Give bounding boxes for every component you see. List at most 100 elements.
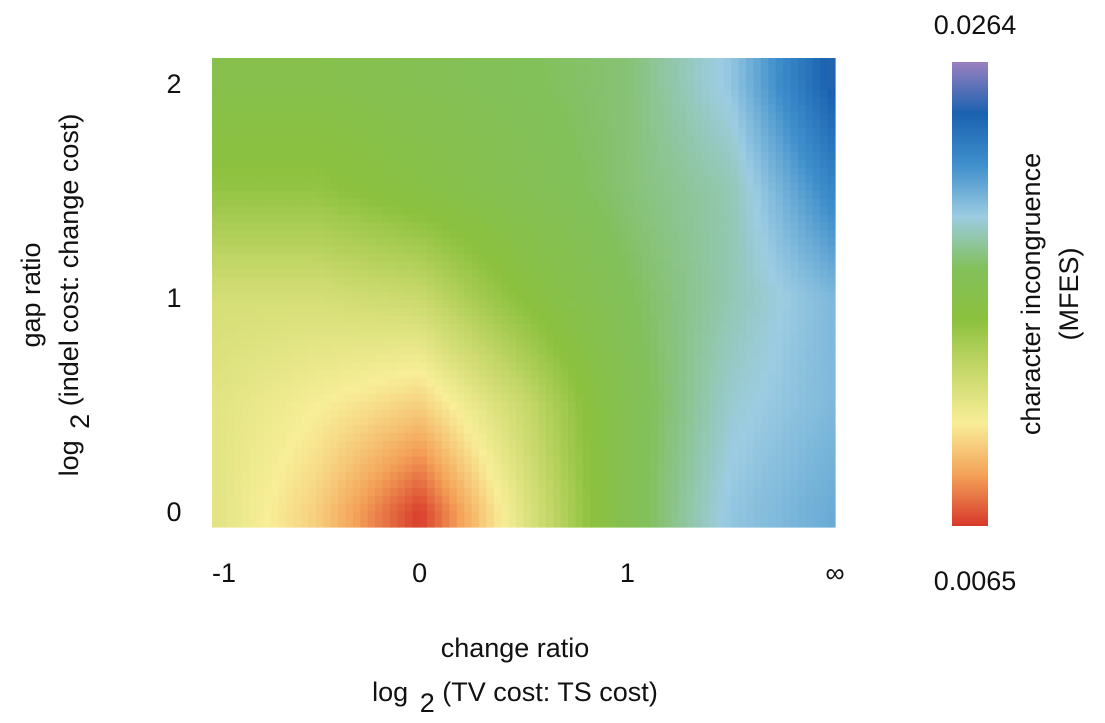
heatmap-cell [405, 519, 413, 527]
heatmap-cell [575, 449, 583, 457]
heatmap-cell [768, 269, 776, 277]
heatmap-cell [739, 222, 747, 230]
heatmap-cell [516, 457, 524, 465]
heatmap-cell [516, 277, 524, 285]
heatmap-cell [598, 425, 606, 433]
heatmap-cell [234, 253, 242, 261]
heatmap-cell [664, 199, 672, 207]
heatmap-cell [346, 449, 354, 457]
heatmap-cell [761, 511, 769, 519]
heatmap-cell [590, 222, 598, 230]
heatmap-cell [679, 66, 687, 74]
heatmap-cell [635, 74, 643, 82]
heatmap-cell [828, 246, 836, 254]
heatmap-cell [746, 504, 754, 512]
heatmap-cell [397, 347, 405, 355]
heatmap-cell [524, 402, 532, 410]
heatmap-cell [620, 207, 628, 215]
heatmap-cell [694, 191, 702, 199]
heatmap-cell [546, 425, 554, 433]
heatmap-cell [346, 504, 354, 512]
heatmap-cell [805, 433, 813, 441]
heatmap-cell [412, 128, 420, 136]
heatmap-cell [694, 277, 702, 285]
heatmap-cell [791, 324, 799, 332]
heatmap-cell [427, 472, 435, 480]
heatmap-cell [331, 410, 339, 418]
heatmap-cell [249, 308, 257, 316]
heatmap-cell [338, 58, 346, 66]
heatmap-cell [279, 504, 287, 512]
heatmap-cell [524, 418, 532, 426]
heatmap-cell [427, 97, 435, 105]
heatmap-cell [486, 402, 494, 410]
heatmap-cell [716, 199, 724, 207]
heatmap-cell [301, 152, 309, 160]
heatmap-cell [294, 113, 302, 121]
heatmap-cell [583, 167, 591, 175]
heatmap-cell [353, 253, 361, 261]
heatmap-cell [271, 480, 279, 488]
heatmap-cell [553, 511, 561, 519]
heatmap-cell [271, 128, 279, 136]
heatmap-cell [813, 496, 821, 504]
heatmap-cell [346, 371, 354, 379]
heatmap-cell [783, 300, 791, 308]
heatmap-cell [516, 441, 524, 449]
heatmap-cell [279, 433, 287, 441]
heatmap-cell [457, 378, 465, 386]
heatmap-cell [820, 511, 828, 519]
heatmap-cell [575, 128, 583, 136]
heatmap-cell [271, 464, 279, 472]
heatmap-cell [798, 332, 806, 340]
heatmap-cell [472, 214, 480, 222]
heatmap-cell [813, 378, 821, 386]
heatmap-cell [368, 441, 376, 449]
heatmap-cell [776, 480, 784, 488]
heatmap-cell [805, 355, 813, 363]
heatmap-cell [442, 199, 450, 207]
heatmap-cell [546, 511, 554, 519]
heatmap-cell [412, 175, 420, 183]
heatmap-cell [249, 285, 257, 293]
heatmap-cell [427, 464, 435, 472]
heatmap-cell [412, 433, 420, 441]
heatmap-cell [561, 199, 569, 207]
heatmap-cell [257, 97, 265, 105]
heatmap-cell [531, 230, 539, 238]
heatmap-cell [753, 339, 761, 347]
heatmap-cell [264, 300, 272, 308]
heatmap-cell [279, 277, 287, 285]
heatmap-cell [664, 230, 672, 238]
heatmap-cell [739, 418, 747, 426]
heatmap-cell [279, 144, 287, 152]
heatmap-cell [212, 394, 220, 402]
heatmap-cell [753, 285, 761, 293]
heatmap-cell [516, 199, 524, 207]
heatmap-cell [620, 74, 628, 82]
heatmap-cell [650, 74, 658, 82]
heatmap-cell [568, 472, 576, 480]
heatmap-cell [501, 246, 509, 254]
heatmap-cell [627, 105, 635, 113]
heatmap-cell [687, 222, 695, 230]
heatmap-cell [664, 207, 672, 215]
heatmap-cell [242, 261, 250, 269]
heatmap-cell [694, 121, 702, 129]
heatmap-cell [575, 183, 583, 191]
heatmap-cell [420, 433, 428, 441]
heatmap-cell [813, 167, 821, 175]
heatmap-cell [635, 511, 643, 519]
heatmap-cell [449, 480, 457, 488]
heatmap-cell [279, 58, 287, 66]
heatmap-cell [672, 355, 680, 363]
heatmap-cell [219, 66, 227, 74]
heatmap-cell [516, 449, 524, 457]
heatmap-cell [538, 433, 546, 441]
heatmap-cell [227, 488, 235, 496]
heatmap-cell [739, 293, 747, 301]
heatmap-cell [234, 402, 242, 410]
heatmap-cell [598, 504, 606, 512]
heatmap-cell [605, 316, 613, 324]
heatmap-cell [598, 246, 606, 254]
